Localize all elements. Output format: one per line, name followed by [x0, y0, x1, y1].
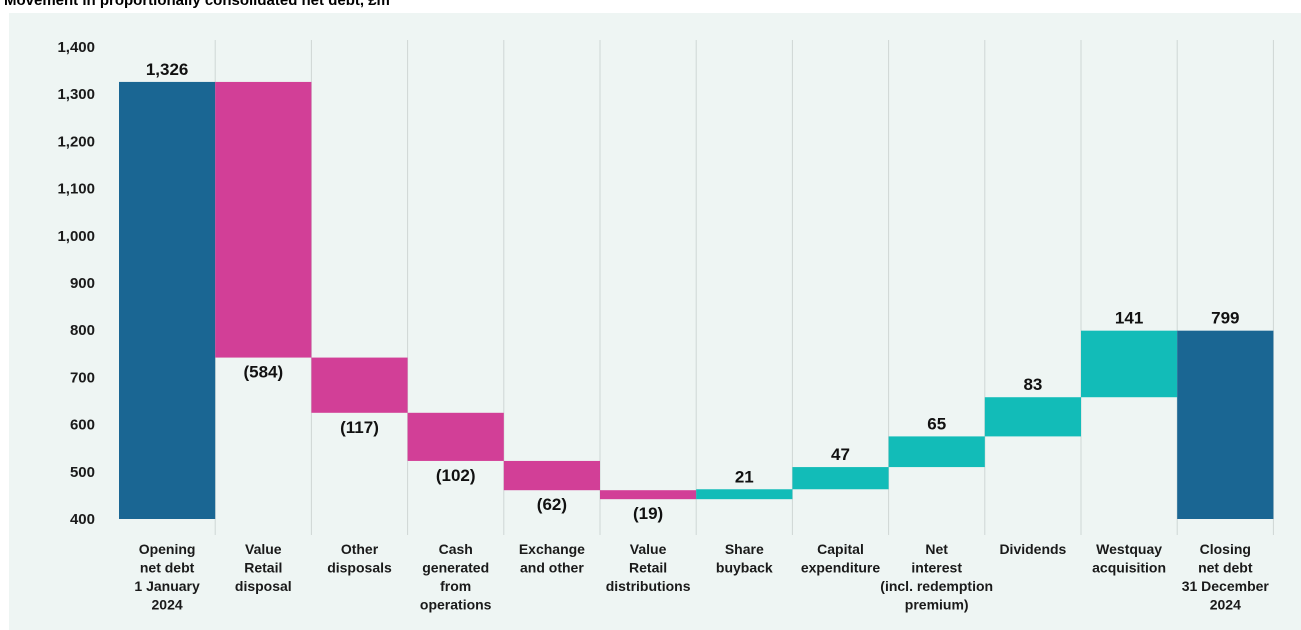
- category-label: Share: [725, 541, 764, 557]
- category-label: acquisition: [1092, 560, 1166, 576]
- data-label: (102): [436, 466, 476, 485]
- y-tick-label: 1,000: [57, 228, 95, 245]
- bar-0: [119, 81, 216, 519]
- bar-layer: [119, 81, 1274, 519]
- category-label: Exchange: [519, 541, 585, 557]
- y-tick-label: 700: [70, 369, 95, 386]
- category-label: Retail: [629, 560, 667, 576]
- bar-3: [407, 412, 504, 461]
- category-label: operations: [420, 597, 492, 613]
- category-label: premium): [905, 597, 969, 613]
- data-label: (62): [537, 495, 567, 514]
- data-label: 1,326: [146, 60, 189, 79]
- category-label: net debt: [1198, 560, 1253, 576]
- bar-9: [984, 397, 1081, 437]
- category-label: Value: [245, 541, 282, 557]
- y-tick-label: 900: [70, 275, 95, 292]
- bar-2: [311, 357, 408, 413]
- category-label: 1 January: [134, 578, 200, 594]
- category-label: Net: [925, 541, 948, 557]
- data-label: (584): [243, 363, 283, 382]
- y-axis: 400 500 600 700 800 900 1,000 1,100 1,200 1,300 1,…: [57, 39, 95, 528]
- category-label: Retail: [244, 560, 282, 576]
- category-label: expenditure: [801, 560, 881, 576]
- bar-6: [696, 489, 793, 500]
- category-label: Westquay: [1096, 541, 1162, 557]
- y-tick-label: 400: [70, 511, 95, 528]
- category-label: 2024: [152, 597, 183, 613]
- bar-11: [1177, 330, 1274, 519]
- y-tick-label: 1,100: [57, 181, 95, 198]
- data-label: (117): [340, 418, 379, 437]
- y-tick-label: 800: [70, 322, 95, 339]
- category-label: from: [440, 578, 471, 594]
- category-label: buyback: [716, 560, 773, 576]
- category-label: disposal: [235, 578, 292, 594]
- data-label: 65: [927, 414, 946, 433]
- category-label: generated: [422, 560, 489, 576]
- data-label: 83: [1023, 375, 1042, 394]
- y-tick-label: 500: [70, 464, 95, 481]
- bar-1: [215, 81, 312, 358]
- data-label: 141: [1115, 309, 1143, 328]
- data-label: 21: [735, 467, 754, 486]
- category-label: Dividends: [999, 541, 1066, 557]
- bar-8: [888, 436, 985, 468]
- data-label: 799: [1211, 309, 1239, 328]
- data-label: 47: [831, 445, 850, 464]
- bar-4: [503, 460, 600, 491]
- category-label: net debt: [140, 560, 195, 576]
- category-label: interest: [911, 560, 962, 576]
- category-label: Closing: [1200, 541, 1251, 557]
- category-label: 2024: [1210, 597, 1241, 613]
- category-label: distributions: [606, 578, 691, 594]
- category-label: Opening: [139, 541, 196, 557]
- data-label: (19): [633, 504, 663, 523]
- category-label: 31 December: [1182, 578, 1270, 594]
- category-label: Value: [630, 541, 667, 557]
- y-tick-label: 600: [70, 417, 95, 434]
- y-tick-label: 1,200: [57, 133, 95, 150]
- y-tick-label: 1,300: [57, 86, 95, 103]
- bar-10: [1081, 330, 1178, 398]
- chart-title: Movement in proportionally consolidated …: [4, 0, 390, 9]
- data-labels: 1,326 (584) (117) (102) (62) (19) 21 47 65 83 141 7…: [146, 60, 1240, 523]
- bar-7: [792, 467, 889, 490]
- category-label: Other: [341, 541, 379, 557]
- x-axis: Opening net debt 1 January 2024 Value Retail d…: [134, 541, 1269, 613]
- y-tick-label: 1,400: [57, 39, 95, 56]
- category-label: Cash: [439, 541, 473, 557]
- category-label: disposals: [327, 560, 392, 576]
- category-label: Capital: [817, 541, 864, 557]
- grid-layer: [214, 40, 1274, 535]
- category-label: (incl. redemption: [880, 578, 993, 594]
- category-label: and other: [520, 560, 584, 576]
- bar-5: [600, 490, 697, 500]
